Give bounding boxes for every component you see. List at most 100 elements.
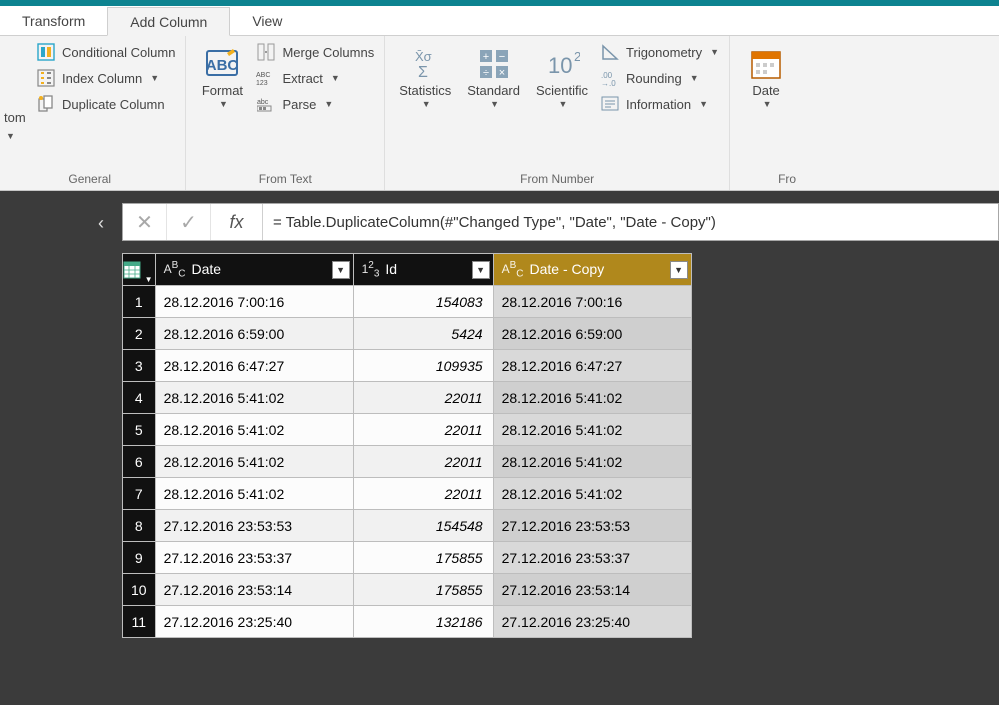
- type-number-icon: 123: [362, 260, 380, 279]
- conditional-column-button[interactable]: Conditional Column: [36, 42, 175, 62]
- ribbon-group-from-number: X̄σΣ Statistics ▼ +−÷× Standard ▼ 102 Sc…: [385, 36, 730, 190]
- cell-date-copy[interactable]: 28.12.2016 7:00:16: [493, 286, 691, 318]
- extract-label: Extract: [282, 71, 322, 86]
- column-header-date-copy[interactable]: ABC Date - Copy ▼: [493, 254, 691, 286]
- format-button[interactable]: ABC Format ▼: [192, 40, 252, 114]
- column-name: Date - Copy: [530, 261, 605, 277]
- cell-date[interactable]: 28.12.2016 7:00:16: [155, 286, 353, 318]
- tab-view[interactable]: View: [230, 6, 304, 35]
- scientific-button[interactable]: 102 Scientific ▼: [528, 40, 596, 114]
- expand-queries-button[interactable]: ‹: [98, 213, 104, 234]
- rounding-button[interactable]: .00→.0 Rounding ▼: [600, 68, 719, 88]
- format-icon: ABC: [204, 46, 240, 82]
- standard-button[interactable]: +−÷× Standard ▼: [459, 40, 528, 114]
- row-number[interactable]: 5: [123, 414, 156, 446]
- cell-id[interactable]: 22011: [353, 446, 493, 478]
- table-row[interactable]: 428.12.2016 5:41:022201128.12.2016 5:41:…: [123, 382, 692, 414]
- information-icon: [600, 94, 620, 114]
- table-row[interactable]: 927.12.2016 23:53:3717585527.12.2016 23:…: [123, 542, 692, 574]
- rounding-icon: .00→.0: [600, 68, 620, 88]
- data-grid: ▼ ABC Date ▼ 123 Id ▼ ABC Date - Copy: [122, 253, 692, 638]
- cell-id[interactable]: 109935: [353, 350, 493, 382]
- tab-transform[interactable]: Transform: [0, 6, 107, 35]
- parse-button[interactable]: abc Parse ▼: [256, 94, 374, 114]
- cell-id[interactable]: 175855: [353, 542, 493, 574]
- tab-add-column[interactable]: Add Column: [107, 7, 230, 36]
- cell-date[interactable]: 28.12.2016 6:59:00: [155, 318, 353, 350]
- row-number[interactable]: 9: [123, 542, 156, 574]
- row-number[interactable]: 6: [123, 446, 156, 478]
- tab-label: Transform: [22, 13, 85, 29]
- table-row[interactable]: 728.12.2016 5:41:022201128.12.2016 5:41:…: [123, 478, 692, 510]
- cell-id[interactable]: 154548: [353, 510, 493, 542]
- cell-date[interactable]: 28.12.2016 5:41:02: [155, 382, 353, 414]
- check-icon: ✓: [180, 210, 197, 235]
- table-row[interactable]: 528.12.2016 5:41:022201128.12.2016 5:41:…: [123, 414, 692, 446]
- statistics-button[interactable]: X̄σΣ Statistics ▼: [391, 40, 459, 114]
- table-row[interactable]: 328.12.2016 6:47:2710993528.12.2016 6:47…: [123, 350, 692, 382]
- cell-date[interactable]: 28.12.2016 6:47:27: [155, 350, 353, 382]
- cell-date[interactable]: 27.12.2016 23:53:14: [155, 574, 353, 606]
- trigonometry-label: Trigonometry: [626, 45, 702, 60]
- scientific-icon: 102: [544, 46, 580, 82]
- cell-date-copy[interactable]: 28.12.2016 5:41:02: [493, 414, 691, 446]
- cell-date[interactable]: 27.12.2016 23:53:37: [155, 542, 353, 574]
- column-header-date[interactable]: ABC Date ▼: [155, 254, 353, 286]
- cell-date[interactable]: 28.12.2016 5:41:02: [155, 478, 353, 510]
- cell-date-copy[interactable]: 27.12.2016 23:53:14: [493, 574, 691, 606]
- row-number[interactable]: 1: [123, 286, 156, 318]
- cell-date-copy[interactable]: 28.12.2016 5:41:02: [493, 446, 691, 478]
- filter-button[interactable]: ▼: [670, 261, 688, 279]
- row-number[interactable]: 2: [123, 318, 156, 350]
- cell-date-copy[interactable]: 27.12.2016 23:53:53: [493, 510, 691, 542]
- table-row[interactable]: 228.12.2016 6:59:00542428.12.2016 6:59:0…: [123, 318, 692, 350]
- trigonometry-button[interactable]: Trigonometry ▼: [600, 42, 719, 62]
- table-row[interactable]: 827.12.2016 23:53:5315454827.12.2016 23:…: [123, 510, 692, 542]
- standard-icon: +−÷×: [476, 46, 512, 82]
- column-header-id[interactable]: 123 Id ▼: [353, 254, 493, 286]
- chevron-down-icon: ▼: [763, 100, 772, 110]
- table-row[interactable]: 1027.12.2016 23:53:1417585527.12.2016 23…: [123, 574, 692, 606]
- cell-id[interactable]: 5424: [353, 318, 493, 350]
- information-button[interactable]: Information ▼: [600, 94, 719, 114]
- table-row[interactable]: 1127.12.2016 23:25:4013218627.12.2016 23…: [123, 606, 692, 638]
- cell-date-copy[interactable]: 27.12.2016 23:25:40: [493, 606, 691, 638]
- merge-columns-button[interactable]: Merge Columns: [256, 42, 374, 62]
- table-row[interactable]: 628.12.2016 5:41:022201128.12.2016 5:41:…: [123, 446, 692, 478]
- row-number[interactable]: 3: [123, 350, 156, 382]
- information-label: Information: [626, 97, 691, 112]
- cell-date-copy[interactable]: 28.12.2016 6:59:00: [493, 318, 691, 350]
- row-number[interactable]: 10: [123, 574, 156, 606]
- cell-id[interactable]: 132186: [353, 606, 493, 638]
- row-number[interactable]: 4: [123, 382, 156, 414]
- cell-date-copy[interactable]: 28.12.2016 5:41:02: [493, 478, 691, 510]
- formula-cancel-button[interactable]: ✕: [123, 204, 167, 240]
- formula-input[interactable]: = Table.DuplicateColumn(#"Changed Type",…: [263, 204, 998, 240]
- table-row[interactable]: 128.12.2016 7:00:1615408328.12.2016 7:00…: [123, 286, 692, 318]
- extract-button[interactable]: ABC123 Extract ▼: [256, 68, 374, 88]
- cell-date[interactable]: 27.12.2016 23:53:53: [155, 510, 353, 542]
- row-number[interactable]: 8: [123, 510, 156, 542]
- cell-id[interactable]: 22011: [353, 478, 493, 510]
- duplicate-column-button[interactable]: Duplicate Column: [36, 94, 175, 114]
- cell-date-copy[interactable]: 28.12.2016 5:41:02: [493, 382, 691, 414]
- date-button[interactable]: Date ▼: [736, 40, 796, 114]
- formula-commit-button[interactable]: ✓: [167, 204, 211, 240]
- chevron-down-icon: ▼: [710, 47, 719, 57]
- cell-id[interactable]: 154083: [353, 286, 493, 318]
- fx-text: fx: [229, 212, 243, 233]
- index-column-button[interactable]: Index Column ▼: [36, 68, 175, 88]
- grid-corner[interactable]: ▼: [123, 254, 156, 286]
- cell-date-copy[interactable]: 28.12.2016 6:47:27: [493, 350, 691, 382]
- cell-date[interactable]: 28.12.2016 5:41:02: [155, 446, 353, 478]
- cell-date-copy[interactable]: 27.12.2016 23:53:37: [493, 542, 691, 574]
- row-number[interactable]: 7: [123, 478, 156, 510]
- cell-id[interactable]: 175855: [353, 574, 493, 606]
- row-number[interactable]: 11: [123, 606, 156, 638]
- cell-date[interactable]: 28.12.2016 5:41:02: [155, 414, 353, 446]
- filter-button[interactable]: ▼: [332, 261, 350, 279]
- cell-id[interactable]: 22011: [353, 414, 493, 446]
- filter-button[interactable]: ▼: [472, 261, 490, 279]
- cell-date[interactable]: 27.12.2016 23:25:40: [155, 606, 353, 638]
- cell-id[interactable]: 22011: [353, 382, 493, 414]
